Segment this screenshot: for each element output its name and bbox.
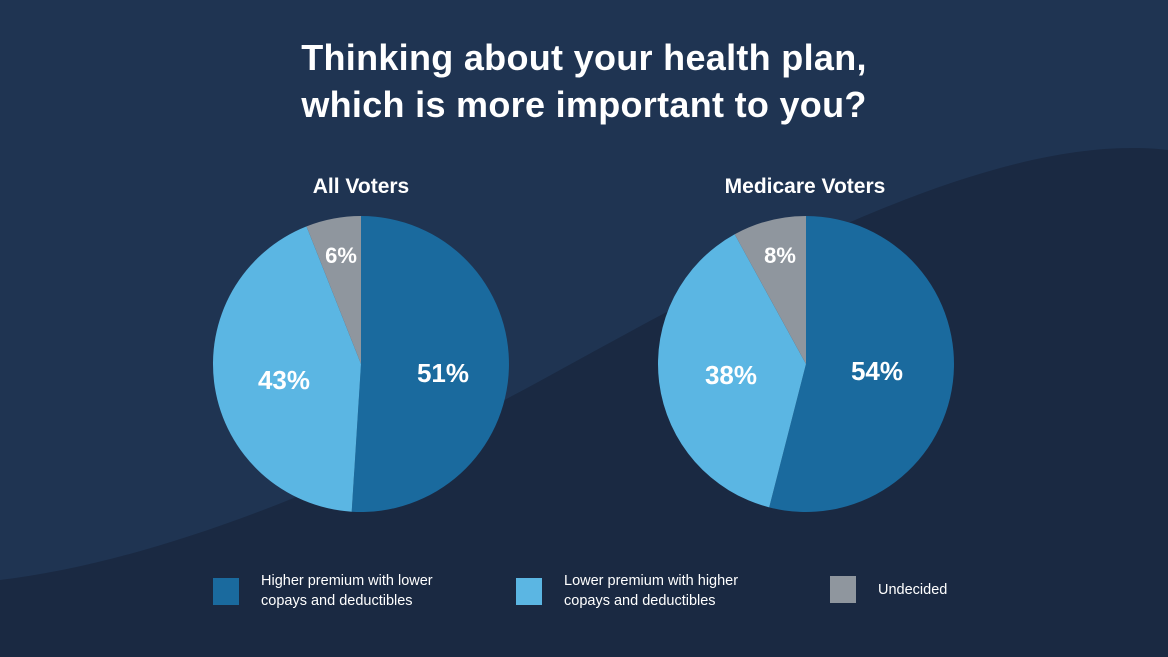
legend-label-line: copays and deductibles (261, 593, 413, 609)
pie-0-label-lower-premium: 43% (258, 365, 310, 395)
legend-label-line: copays and deductibles (564, 593, 716, 609)
legend-label-line: Undecided (878, 581, 948, 598)
legend-label-lower-premium: Lower premium with higher copays and ded… (564, 571, 738, 611)
pie-0-slice-higher-premium (351, 216, 509, 513)
pie-1-label-lower-premium: 38% (705, 360, 757, 390)
legend-label-line: Lower premium with higher (564, 573, 739, 589)
legend-label-undecided: Undecided (878, 580, 947, 600)
pie-1-slice-lower-premium (658, 234, 806, 508)
legend-label-line: Higher premium with lower (261, 573, 433, 589)
legend-item-undecided: Undecided (830, 576, 947, 603)
pie-0-slice-lower-premium (212, 226, 361, 512)
pie-0-label-higher-premium: 51% (417, 358, 469, 388)
pie-title-all-voters: All Voters (312, 175, 410, 198)
legend-swatch-undecided (830, 576, 856, 603)
title-line-2: which is more important to you? (301, 84, 867, 125)
pie-0-slice-undecided (306, 216, 361, 364)
legend-swatch-higher-premium (213, 577, 239, 605)
legend-item-lower-premium: Lower premium with higher copays and ded… (516, 571, 738, 611)
legend: Higher premium with lower copays and ded… (0, 571, 1168, 621)
pie-1-slice-undecided (734, 216, 806, 364)
title-line-1: Thinking about your health plan, (301, 37, 867, 78)
chart-main-title: Thinking about your health plan, which i… (0, 34, 1168, 128)
legend-item-higher-premium: Higher premium with lower copays and ded… (213, 571, 433, 611)
pie-0-label-undecided: 6% (325, 243, 357, 268)
legend-label-higher-premium: Higher premium with lower copays and ded… (261, 571, 433, 611)
pie-title-medicare-voters: Medicare Voters (724, 175, 886, 198)
pie-1-label-undecided: 8% (764, 243, 796, 268)
pie-1-slice-higher-premium (769, 216, 954, 512)
legend-swatch-lower-premium (516, 577, 542, 605)
pie-1-label-higher-premium: 54% (851, 356, 903, 386)
